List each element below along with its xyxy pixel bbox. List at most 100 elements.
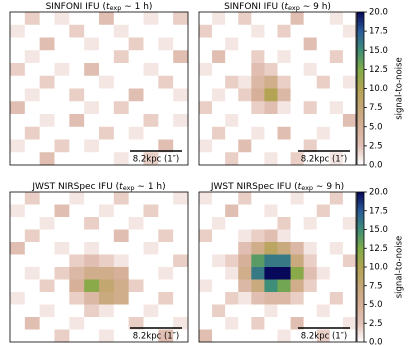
- pixel: [113, 139, 129, 153]
- pixel: [329, 204, 344, 218]
- colorbar-segment: [357, 40, 364, 43]
- pixel: [143, 50, 159, 64]
- pixel: [10, 126, 26, 140]
- pixel: [238, 229, 252, 243]
- pixel: [303, 317, 318, 330]
- pixel: [128, 139, 144, 153]
- pixel: [277, 254, 291, 268]
- pixel: [10, 152, 26, 166]
- pixel: [277, 101, 291, 115]
- pixel: [128, 254, 144, 268]
- colorbar-segment: [357, 244, 364, 248]
- pixel: [316, 12, 331, 26]
- colorbar-segment: [357, 93, 364, 97]
- pixel: [238, 329, 252, 343]
- pixel: [290, 126, 304, 140]
- pixel: [277, 304, 291, 318]
- pixel: [173, 126, 189, 140]
- pixel: [54, 152, 70, 166]
- title-var: t: [106, 2, 110, 12]
- colorbar-segment: [357, 292, 364, 295]
- pixel: [316, 254, 331, 268]
- pixel: [251, 37, 265, 51]
- colorbar-tick-label: 17.5: [369, 206, 388, 216]
- pixel: [99, 50, 115, 64]
- pixel: [316, 63, 331, 77]
- pixel: [316, 37, 331, 51]
- pixel: [238, 292, 252, 305]
- pixel: [303, 101, 318, 115]
- pixel: [128, 304, 144, 318]
- pixel: [303, 279, 318, 293]
- pixel: [199, 114, 213, 128]
- colorbar-segment: [357, 129, 364, 133]
- panel-title: SINFONI IFU (texp ∼ 9 h): [224, 2, 331, 13]
- pixel: [24, 304, 40, 318]
- colorbar-segment: [357, 277, 364, 280]
- colorbar-tick-label: 2.5: [369, 319, 383, 329]
- pixel: [238, 88, 252, 102]
- pixel: [39, 254, 55, 268]
- pixel: [84, 267, 100, 280]
- pixel: [303, 126, 318, 140]
- pixel: [158, 329, 174, 343]
- pixel: [54, 50, 70, 64]
- pixel: [99, 279, 115, 293]
- colorbar-segment: [357, 237, 364, 240]
- pixel: [290, 192, 304, 205]
- pixel: [143, 114, 159, 128]
- pixel: [39, 63, 55, 77]
- pixel: [277, 114, 291, 128]
- pixel: [24, 63, 40, 77]
- colorbar-segment: [357, 289, 364, 293]
- colorbar-segment: [357, 227, 364, 230]
- pixel: [277, 88, 291, 102]
- pixel: [158, 152, 174, 166]
- colorbar-segment: [357, 142, 364, 145]
- pixel: [69, 152, 85, 166]
- pixel: [316, 267, 331, 280]
- scale-label: 8.2kpc (1″): [301, 332, 347, 342]
- pixel: [329, 88, 344, 102]
- pixel: [212, 63, 226, 77]
- pixel: [199, 292, 213, 305]
- pixel: [303, 229, 318, 243]
- pixel: [199, 88, 213, 102]
- pixel: [316, 152, 331, 166]
- pixel: [329, 114, 344, 128]
- pixel: [10, 304, 26, 318]
- pixel: [99, 37, 115, 51]
- pixel: [290, 101, 304, 115]
- pixel: [225, 139, 239, 153]
- colorbar-segment: [357, 192, 364, 195]
- colorbar-tick-label: 2.5: [369, 141, 383, 151]
- colorbar-tick-label: 10.0: [369, 84, 388, 94]
- colorbar-segment: [357, 239, 364, 243]
- pixel: [277, 267, 291, 280]
- pixel: [342, 152, 357, 166]
- pixel: [329, 217, 344, 230]
- pixel: [69, 50, 85, 64]
- colorbar-segment: [357, 60, 364, 64]
- pixel: [342, 279, 357, 293]
- colorbar-segment: [357, 22, 364, 26]
- colorbar-segment: [357, 287, 364, 290]
- colorbar-segment: [357, 247, 364, 250]
- pixel: [238, 75, 252, 89]
- colorbar-segment: [357, 106, 364, 110]
- pixel: [173, 329, 189, 343]
- pixel: [264, 63, 278, 77]
- pixel: [290, 75, 304, 89]
- pixel: [128, 101, 144, 115]
- pixel: [143, 101, 159, 115]
- pixel: [24, 24, 40, 38]
- colorbar-segment: [357, 259, 364, 263]
- pixel: [238, 254, 252, 268]
- panel-frame: [9, 11, 189, 166]
- pixel: [39, 192, 55, 205]
- pixel: [316, 317, 331, 330]
- colorbar-tick-label: 20.0: [369, 188, 388, 198]
- colorbar-segment: [357, 269, 364, 273]
- colorbar-segment: [357, 149, 364, 153]
- colorbar-segment: [357, 52, 364, 56]
